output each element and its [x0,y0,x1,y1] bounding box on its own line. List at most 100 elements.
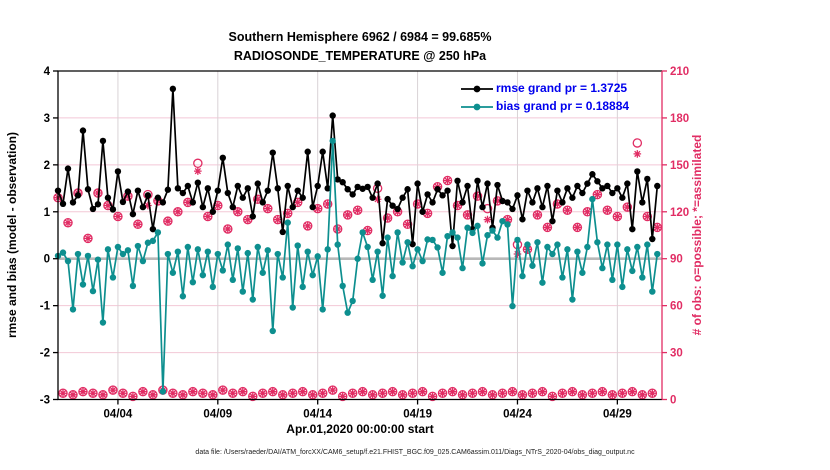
bias-point [449,229,456,236]
rmse-point [354,183,361,191]
assimilated-count-marker [169,389,177,398]
bias-point [594,239,601,246]
x-tick-label: 04/29 [603,409,632,421]
possible-count-marker [83,233,93,244]
possible-count-marker [547,391,558,402]
assimilated-count-marker [184,198,192,207]
right-tick-label: 0 [670,395,676,407]
rmse-point [584,180,591,187]
bias-point [104,246,112,253]
bias-point [539,279,546,286]
bias-point [469,229,476,237]
left-tick-label: -2 [40,348,50,360]
rmse-point [329,112,336,119]
bias-point [494,234,501,241]
rmse-point [214,187,222,194]
assimilated-count-marker [568,387,577,396]
assimilated-count-marker [453,201,462,210]
bias-point [464,224,471,231]
assimilated-count-marker [558,389,567,398]
rmse-point [339,179,346,186]
left-tick-label: 3 [44,113,50,125]
assimilated-count-marker [643,212,652,221]
assimilated-count-marker [84,234,92,243]
rmse-point [559,199,566,206]
left-tick-label: 4 [44,66,51,78]
possible-count-marker [258,388,268,398]
bias-point [184,243,192,251]
x-tick-label: 04/24 [503,409,532,421]
rmse-point [119,198,127,206]
assimilated-count-marker [563,206,572,215]
possible-count-marker [532,210,543,220]
bias-point [249,296,256,303]
bias-point [504,221,511,228]
bias-point [589,195,596,203]
rmse-point [59,200,67,208]
possible-count-marker [602,205,613,215]
assimilated-count-marker [343,211,352,219]
bias-point [259,269,266,276]
rmse-point [369,194,376,201]
rmse-point [554,187,561,194]
bias-point [419,257,426,265]
rmse-point [374,180,381,187]
bias-point [424,236,431,243]
assimilated-count-marker [199,389,207,398]
rmse-point [299,194,306,201]
bias-point [99,319,107,326]
assimilated-count-marker [528,389,537,398]
assimilated-count-marker [303,222,312,230]
rmse-point [394,205,401,213]
bias-point [624,246,631,253]
rmse-point [484,180,491,187]
possible-count-marker [537,386,548,397]
bias-point [534,239,541,246]
bias-point [274,250,281,258]
assimilated-count-marker [363,226,372,235]
possible-count-marker [647,388,658,398]
assimilated-count-marker [293,198,302,207]
possible-count-marker [342,210,353,220]
axes-frame [57,70,663,401]
rmse-point [274,185,281,192]
assimilated-count-marker [543,223,552,232]
possible-count-marker [427,391,438,402]
rmse-point [194,179,202,186]
possible-count-marker [268,386,278,397]
rmse-point [184,182,192,190]
possible-count-marker [168,388,178,398]
rmse-point [589,171,596,178]
rmse-point [549,217,556,225]
bias-point [79,281,87,288]
assimilated-count-marker [653,223,662,232]
assimilated-count-marker [94,189,102,197]
bias-point [89,287,97,295]
bias-point [404,239,411,246]
rmse-point [499,197,506,205]
right-tick-label: 90 [670,254,683,266]
bias-point [359,229,366,236]
rmse-point [409,240,416,248]
possible-count-marker [138,386,148,397]
assimilated-count-marker [273,215,282,224]
rmse-point [544,182,551,190]
assimilated-count-marker [348,389,357,398]
possible-count-marker [622,202,633,212]
assimilated-count-marker [228,389,237,398]
rmse-point [154,194,162,201]
x-axis-label: Apr.01,2020 00:00:00 start [286,422,434,436]
possible-count-marker [317,388,328,398]
bias-point [644,241,651,248]
bias-point [339,282,346,290]
assimilated-count-marker [638,391,647,399]
bias-point [629,267,636,275]
rmse-point [439,192,446,199]
bias-point [614,241,621,248]
rmse-point [494,181,501,189]
bias-point [254,243,261,251]
assimilated-count-marker [518,391,527,399]
assimilated-count-marker [438,389,447,398]
assimilated-count-marker [368,391,377,399]
rmse-point [319,148,326,155]
